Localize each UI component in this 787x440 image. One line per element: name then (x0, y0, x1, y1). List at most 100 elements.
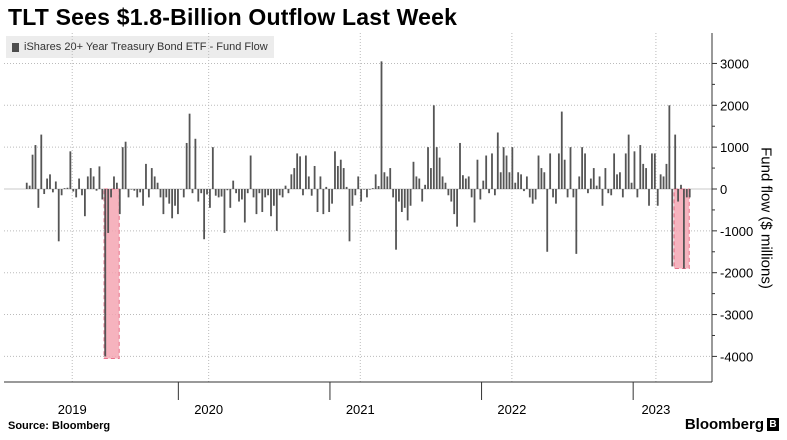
bar (200, 189, 203, 194)
y-tick-label: -2000 (720, 266, 753, 281)
bar (502, 147, 505, 189)
bar (578, 176, 581, 189)
bar (177, 189, 179, 215)
bar (25, 182, 28, 189)
bar (214, 189, 217, 196)
bar (653, 153, 656, 189)
bar (83, 189, 86, 217)
bar (598, 176, 601, 189)
bar (220, 189, 223, 197)
y-tick-label: -4000 (720, 349, 753, 364)
bar (206, 189, 208, 195)
bar (104, 189, 107, 357)
bar (621, 189, 624, 198)
legend-swatch-icon (12, 42, 19, 52)
bar (514, 182, 517, 189)
bar (322, 189, 325, 215)
bar (642, 163, 645, 189)
bar (241, 189, 243, 200)
bar (363, 189, 365, 190)
bar (348, 189, 351, 242)
bar (540, 168, 543, 189)
bar (412, 161, 415, 189)
bar (299, 156, 301, 189)
highlight-box (673, 188, 690, 270)
legend: iShares 20+ Year Treasury Bond ETF - Fun… (6, 36, 274, 58)
bar (261, 189, 264, 213)
brand-logo: Bloomberg B (685, 416, 779, 433)
bar (418, 178, 421, 189)
bar (668, 105, 671, 189)
bar (560, 111, 563, 189)
bar (403, 189, 406, 208)
bar (671, 189, 674, 267)
bar (505, 155, 508, 189)
bar (584, 153, 586, 189)
bar (380, 61, 383, 189)
bar (168, 189, 171, 204)
bar (683, 189, 685, 269)
bar (246, 189, 249, 194)
bar (209, 189, 211, 208)
bar (37, 189, 40, 208)
bar (651, 153, 653, 189)
bar (581, 147, 584, 189)
bar (447, 189, 450, 196)
bar (124, 141, 127, 189)
bar (43, 189, 46, 195)
bar (217, 189, 220, 198)
bar (118, 189, 121, 215)
bar (334, 151, 336, 189)
bar (555, 189, 557, 204)
bar (389, 168, 392, 189)
bar (115, 182, 118, 189)
bar (546, 189, 549, 252)
bar (34, 145, 37, 189)
y-tick-label: 1000 (720, 140, 749, 155)
bar (685, 189, 688, 198)
bloomberg-logo-icon: B (767, 418, 779, 431)
bar (534, 189, 537, 200)
bar (366, 189, 368, 198)
bar (491, 153, 493, 189)
bar (432, 105, 435, 189)
bar (328, 189, 331, 213)
bar (607, 189, 610, 194)
bar (92, 176, 95, 189)
bar (40, 134, 43, 189)
bar (371, 188, 374, 189)
bar (302, 189, 304, 196)
bar (249, 155, 252, 189)
bar (386, 176, 389, 189)
y-tick-label: -1000 (720, 224, 753, 239)
bar (438, 157, 441, 189)
bar (197, 189, 200, 202)
bar (185, 142, 188, 189)
bar (238, 189, 240, 202)
bar (267, 189, 269, 196)
bar (142, 189, 144, 206)
bar (400, 189, 403, 213)
bar (101, 189, 104, 200)
bar (648, 189, 650, 206)
bar (136, 189, 139, 198)
bar (464, 178, 467, 189)
bar (203, 189, 206, 240)
bar (610, 189, 613, 196)
bar (287, 189, 290, 194)
x-tick-label: 2021 (346, 402, 375, 417)
bar (508, 172, 511, 189)
bar (569, 147, 572, 189)
bar (528, 189, 531, 198)
bar (424, 184, 427, 189)
legend-label: iShares 20+ Year Treasury Bond ETF - Fun… (24, 41, 268, 53)
bar (662, 176, 665, 189)
bar (223, 189, 226, 233)
bar (351, 189, 354, 206)
bar (636, 189, 639, 198)
bar (150, 168, 153, 189)
bar (470, 189, 473, 198)
bar (435, 147, 438, 189)
bar (345, 186, 348, 189)
